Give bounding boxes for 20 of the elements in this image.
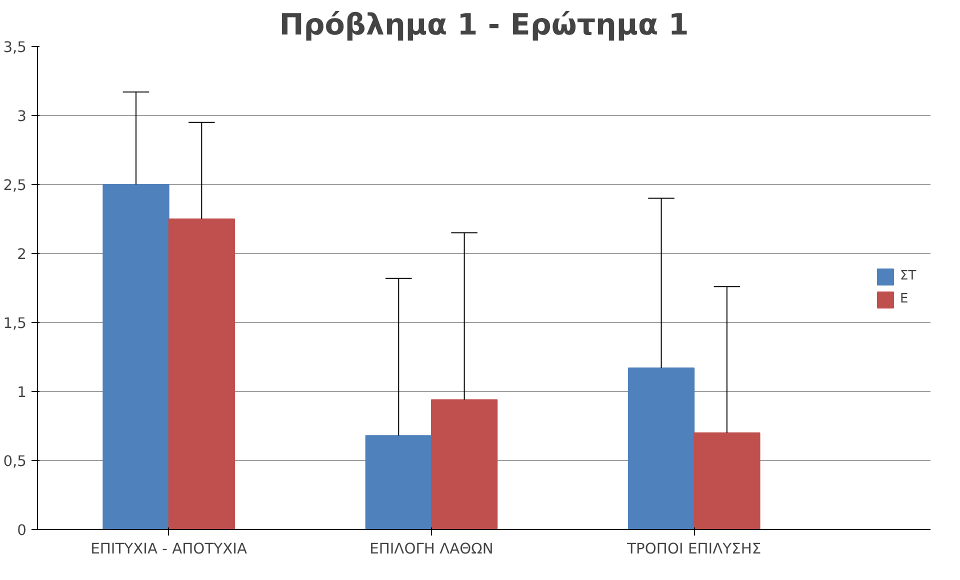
y-tick-label: 1,5 bbox=[3, 315, 27, 332]
bar bbox=[430, 399, 498, 530]
x-tick-label: ΤΡΟΠΟΙ ΕΠΙΛΥΣΗΣ bbox=[626, 540, 762, 558]
y-tick-label: 3 bbox=[17, 108, 27, 125]
x-tick-label: ΕΠΙΤΥΧΙΑ - ΑΠΟΤΥΧΙΑ bbox=[90, 540, 248, 558]
chart-title: Πρόβλημα 1 - Ερώτημα 1 bbox=[279, 8, 689, 42]
y-tick-label: 3,5 bbox=[3, 39, 27, 56]
bar bbox=[694, 432, 760, 530]
bar bbox=[168, 218, 235, 530]
bar bbox=[365, 435, 432, 530]
y-tick-label: 0 bbox=[17, 522, 27, 539]
legend-label: ΣΤ bbox=[900, 268, 918, 284]
x-tick-label: ΕΠΙΛΟΓΗ ΛΑΘΩΝ bbox=[370, 540, 494, 558]
y-tick-label: 1 bbox=[17, 384, 27, 401]
y-tick-label: 2 bbox=[17, 246, 27, 263]
y-tick-label: 2,5 bbox=[3, 177, 27, 194]
y-tick-label: 0,5 bbox=[3, 453, 27, 470]
bar bbox=[102, 184, 170, 530]
legend-label: Ε bbox=[900, 292, 910, 306]
bar bbox=[628, 368, 695, 530]
